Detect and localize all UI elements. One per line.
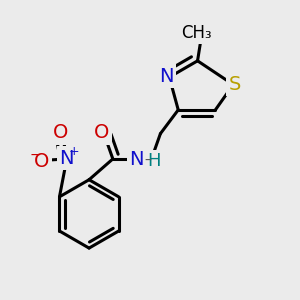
Text: S: S — [229, 75, 241, 94]
Text: N: N — [59, 149, 74, 168]
Text: O: O — [53, 123, 68, 142]
Text: N: N — [159, 67, 174, 86]
Text: CH₃: CH₃ — [181, 24, 212, 42]
Text: O: O — [94, 123, 110, 142]
Text: –: – — [145, 154, 152, 168]
Text: O: O — [34, 152, 49, 171]
Text: +: + — [68, 145, 79, 158]
Text: −: − — [29, 148, 41, 162]
Text: H: H — [148, 152, 161, 170]
Text: N: N — [129, 150, 144, 169]
